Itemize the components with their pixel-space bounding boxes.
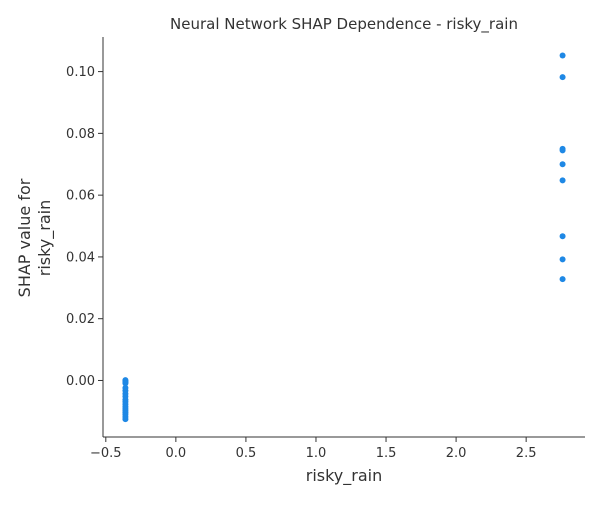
x-tick-label: 2.0	[446, 446, 467, 461]
x-tick-label: −0.5	[90, 446, 122, 461]
y-tick-label: 0.08	[66, 127, 95, 142]
scatter-point	[559, 233, 566, 240]
x-tick-label: 2.5	[516, 446, 537, 461]
scatter-point	[559, 161, 566, 168]
y-axis-ticks: 0.00 0.02 0.04 0.06 0.08 0.10	[66, 65, 103, 389]
scatter-points	[122, 52, 566, 423]
y-axis-title: SHAP value for risky_rain	[15, 178, 55, 297]
y-tick-label: 0.02	[66, 312, 95, 327]
scatter-point	[122, 416, 129, 423]
y-axis-title-line-1: SHAP value for	[15, 178, 34, 297]
scatter-point	[559, 177, 566, 184]
x-tick-label: 0.0	[166, 446, 187, 461]
y-tick-label: 0.00	[66, 374, 95, 389]
x-tick-label: 1.0	[306, 446, 327, 461]
y-tick-label: 0.04	[66, 250, 95, 265]
y-axis-title-line-2: risky_rain	[35, 200, 55, 277]
x-axis-ticks: −0.5 0.0 0.5 1.0 1.5 2.0 2.5	[90, 437, 536, 461]
x-axis-title: risky_rain	[306, 466, 383, 486]
y-tick-label: 0.06	[66, 189, 95, 204]
chart-title: Neural Network SHAP Dependence - risky_r…	[170, 15, 518, 34]
scatter-point	[559, 74, 566, 81]
scatter-point	[559, 147, 566, 154]
x-tick-label: 1.5	[376, 446, 397, 461]
scatter-point	[122, 380, 129, 387]
scatter-point	[559, 276, 566, 283]
scatter-point	[559, 52, 566, 59]
y-tick-label: 0.10	[66, 65, 95, 80]
x-tick-label: 0.5	[236, 446, 257, 461]
scatter-point	[559, 256, 566, 263]
